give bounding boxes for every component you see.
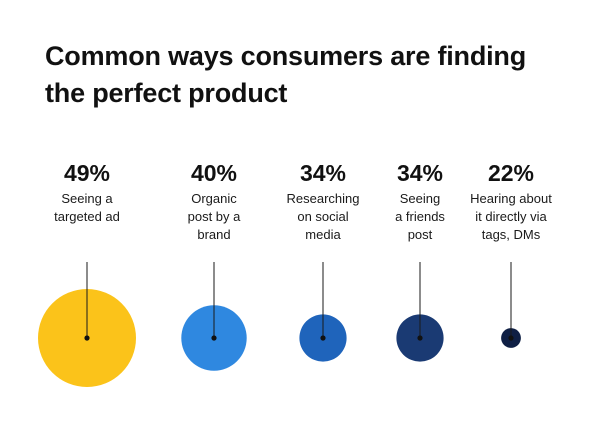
stat-column-3: 34% Researching on social media — [268, 158, 378, 244]
stat-column-5: 22% Hearing about it directly via tags, … — [456, 158, 566, 244]
category-label-2-line-1: Organic — [191, 191, 237, 206]
category-label-3-line-2: on social — [297, 209, 349, 224]
category-label-1-line-1: Seeing a — [61, 191, 113, 206]
category-label-4-line-2: a friends — [395, 209, 445, 224]
category-label-5: Hearing about it directly via tags, DMs — [456, 190, 566, 244]
center-dot-5 — [508, 335, 514, 341]
category-label-2: Organic post by a brand — [159, 190, 269, 244]
stat-column-4: 34% Seeing a friends post — [365, 158, 475, 244]
chart-title: Common ways consumers are finding the pe… — [45, 38, 565, 112]
center-dot-1 — [84, 335, 90, 341]
category-label-4: Seeing a friends post — [365, 190, 475, 244]
center-dot-2 — [211, 335, 217, 341]
value-label-2: 40% — [190, 160, 238, 186]
category-label-3-line-1: Researching — [286, 191, 360, 206]
value-label-3: 34% — [299, 160, 347, 186]
category-label-3-line-3: media — [305, 227, 341, 242]
center-dot-4 — [417, 335, 423, 341]
chart-title-line-1: Common ways consumers are finding — [45, 41, 527, 71]
value-label-4: 34% — [396, 160, 444, 186]
category-label-4-line-1: Seeing — [399, 191, 441, 206]
stat-column-1: 49% Seeing a targeted ad — [32, 158, 142, 226]
category-label-2-line-3: brand — [197, 227, 231, 242]
category-label-3: Researching on social media — [268, 190, 378, 244]
category-label-4-line-3: post — [407, 227, 433, 242]
value-label-5: 22% — [487, 160, 535, 186]
category-label-1-line-2: targeted ad — [54, 209, 120, 224]
category-label-5-line-2: it directly via — [475, 209, 547, 224]
category-label-1: Seeing a targeted ad — [32, 190, 142, 226]
category-label-2-line-2: post by a — [187, 209, 241, 224]
value-label-1: 49% — [63, 160, 111, 186]
chart-title-line-2: the perfect product — [45, 78, 288, 108]
stat-column-2: 40% Organic post by a brand — [159, 158, 269, 244]
category-label-5-line-1: Hearing about — [470, 191, 552, 206]
center-dot-3 — [320, 335, 326, 341]
category-label-5-line-3: tags, DMs — [481, 227, 541, 242]
